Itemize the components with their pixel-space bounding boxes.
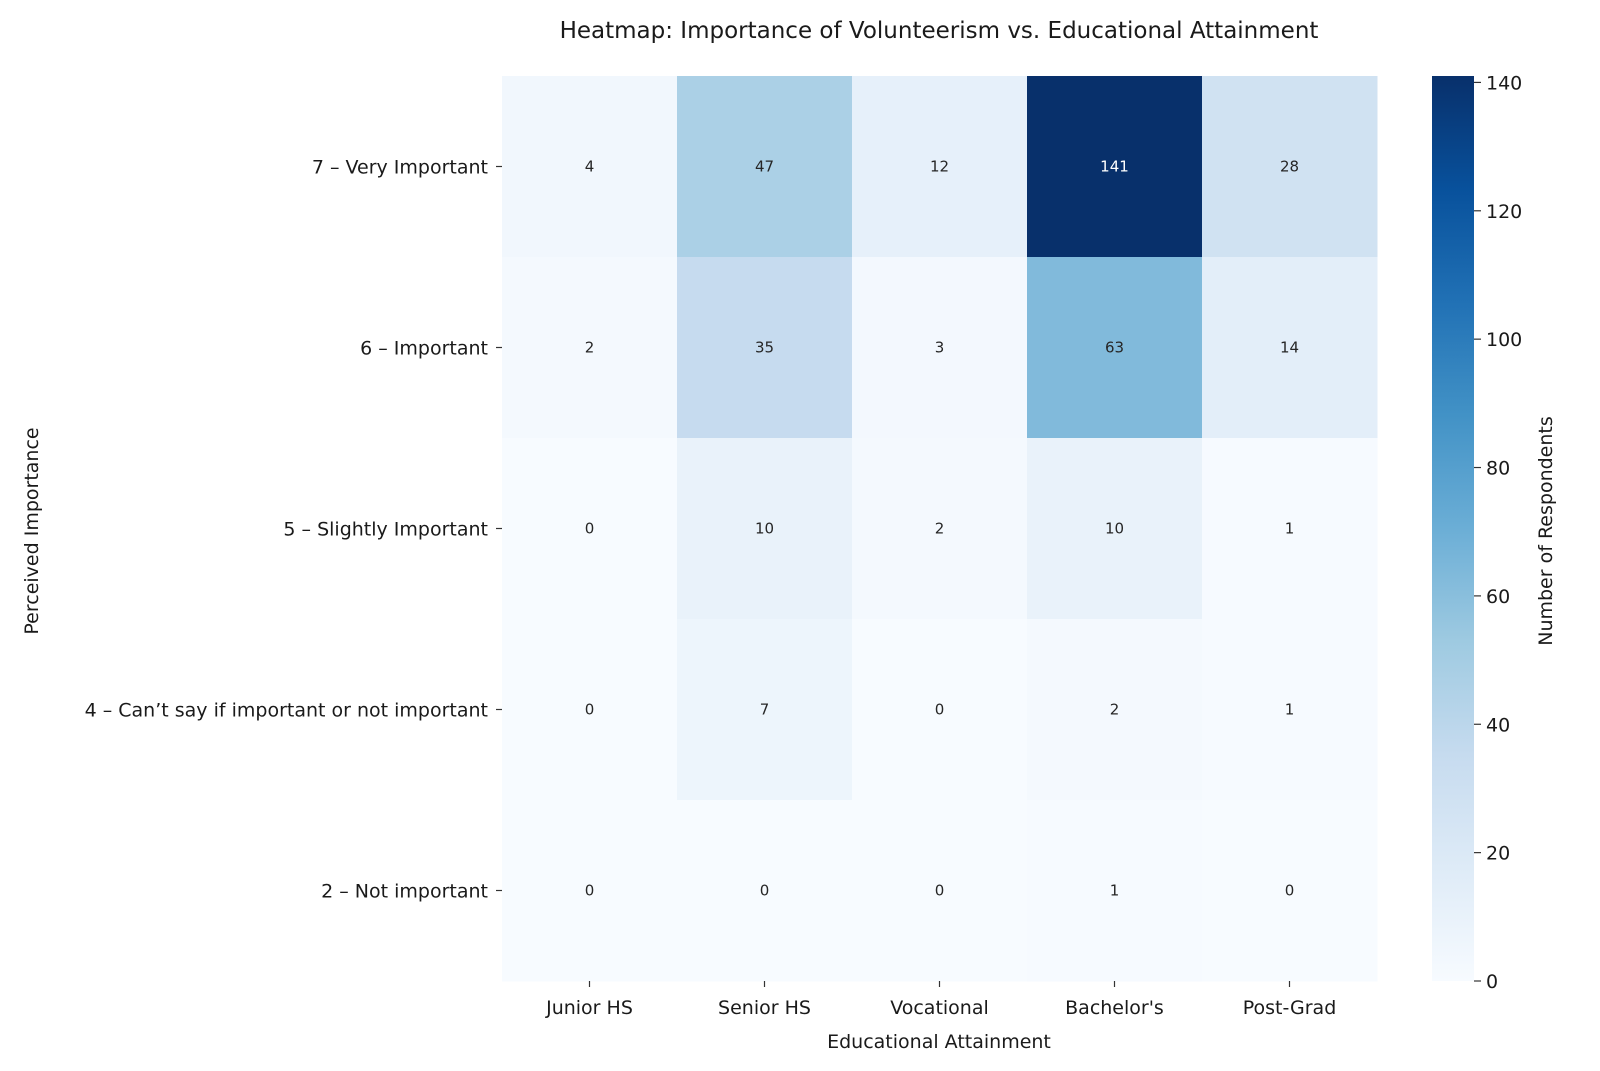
colorbar-tick-label-20: 20 (1486, 843, 1510, 865)
heatmap-cell-r1-c4 (1202, 257, 1378, 439)
cell-value-r4-c0: 0 (585, 882, 595, 900)
heatmap-cell-r4-c2 (852, 800, 1028, 982)
cell-value-r1-c4: 14 (1280, 339, 1299, 357)
cell-value-r1-c1: 35 (755, 339, 774, 357)
colorbar-tick-label-120: 120 (1486, 201, 1522, 223)
heatmap-cell-r0-c0 (502, 76, 678, 258)
cell-value-r2-c4: 1 (1285, 520, 1295, 538)
heatmap-cell-r3-c3 (1027, 619, 1203, 801)
cell-value-r4-c3: 1 (1110, 882, 1120, 900)
y-axis-ticks: 7 – Very Important 6 – Important 5 – Sligh… (85, 157, 502, 903)
y-tick-label-0: 7 – Very Important (312, 157, 488, 179)
colorbar-tick-label-140: 140 (1486, 72, 1522, 94)
colorbar-tick-label-40: 40 (1486, 714, 1510, 736)
heatmap-cells: 4 47 12 141 282 35 3 63 140 10 2 10 10 7 0 2 10 0 0 1 0 (502, 76, 1378, 982)
heatmap-cell-r3-c4 (1202, 619, 1378, 801)
chart-title: Heatmap: Importance of Volunteerism vs. … (560, 18, 1319, 44)
cell-value-r0-c2: 12 (930, 158, 949, 176)
colorbar-label: Number of Respondents (1535, 416, 1557, 646)
cell-value-r3-c1: 7 (760, 701, 770, 719)
heatmap-cell-r1-c3 (1027, 257, 1203, 439)
cell-value-r4-c1: 0 (760, 882, 770, 900)
heatmap-cell-r4-c3 (1027, 800, 1203, 982)
heatmap-cell-r0-c2 (852, 76, 1028, 258)
y-tick-label-3: 4 – Can’t say if important or not import… (85, 700, 488, 722)
colorbar-bar (1432, 76, 1474, 981)
cell-value-r0-c3: 141 (1100, 158, 1129, 176)
x-axis-label: Educational Attainment (827, 1031, 1051, 1053)
heatmap-cell-r4-c0 (502, 800, 678, 982)
cell-value-r0-c0: 4 (585, 158, 595, 176)
heatmap-cell-r1-c2 (852, 257, 1028, 439)
heatmap-cell-r2-c0 (502, 438, 678, 620)
cell-value-r2-c2: 2 (935, 520, 945, 538)
heatmap-cell-r3-c0 (502, 619, 678, 801)
cell-value-r2-c0: 0 (585, 520, 595, 538)
cell-value-r1-c2: 3 (935, 339, 945, 357)
cell-value-r3-c4: 1 (1285, 701, 1295, 719)
cell-value-r2-c3: 10 (1105, 520, 1124, 538)
heatmap-cell-r2-c3 (1027, 438, 1203, 620)
colorbar: 0 20 40 60 80 100 120 140 (1432, 72, 1522, 993)
cell-value-r1-c0: 2 (585, 339, 595, 357)
colorbar-tick-label-60: 60 (1486, 586, 1510, 608)
heatmap-cell-r2-c4 (1202, 438, 1378, 620)
cell-value-r3-c3: 2 (1110, 701, 1120, 719)
y-tick-label-4: 2 – Not important (321, 881, 488, 903)
heatmap-cell-r0-c3 (1027, 76, 1203, 258)
cell-value-r4-c4: 0 (1285, 882, 1295, 900)
cell-value-r2-c1: 10 (755, 520, 774, 538)
heatmap-cell-r1-c1 (677, 257, 853, 439)
x-axis-ticks: Junior HS Senior HS Vocational Bachelor's Po… (545, 981, 1336, 1019)
colorbar-tick-label-80: 80 (1486, 458, 1510, 480)
cell-value-r3-c0: 0 (585, 701, 595, 719)
cell-value-r0-c1: 47 (755, 158, 774, 176)
heatmap-cell-r0-c1 (677, 76, 853, 258)
heatmap-cell-r0-c4 (1202, 76, 1378, 258)
heatmap-cell-r2-c2 (852, 438, 1028, 620)
x-tick-label-post-grad: Post-Grad (1243, 997, 1337, 1019)
cell-value-r4-c2: 0 (935, 882, 945, 900)
heatmap-cell-r3-c1 (677, 619, 853, 801)
y-tick-label-2: 5 – Slightly Important (283, 519, 488, 541)
x-tick-label-senior-hs: Senior HS (718, 997, 811, 1019)
heatmap-cell-r4-c1 (677, 800, 853, 982)
cell-value-r3-c2: 0 (935, 701, 945, 719)
cell-value-r0-c4: 28 (1280, 158, 1299, 176)
y-tick-label-1: 6 – Important (360, 338, 488, 360)
heatmap-cell-r3-c2 (852, 619, 1028, 801)
heatmap-cell-r1-c0 (502, 257, 678, 439)
heatmap-cell-r4-c4 (1202, 800, 1378, 982)
x-tick-label-vocational: Vocational (890, 997, 989, 1019)
cell-value-r1-c3: 63 (1105, 339, 1124, 357)
x-tick-label-junior-hs: Junior HS (545, 997, 633, 1019)
heatmap-cell-r2-c1 (677, 438, 853, 620)
x-tick-label-bachelor-s: Bachelor's (1065, 997, 1164, 1019)
colorbar-tick-label-100: 100 (1486, 329, 1522, 351)
colorbar-tick-label-0: 0 (1486, 971, 1498, 993)
y-axis-label: Perceived Importance (21, 427, 43, 634)
